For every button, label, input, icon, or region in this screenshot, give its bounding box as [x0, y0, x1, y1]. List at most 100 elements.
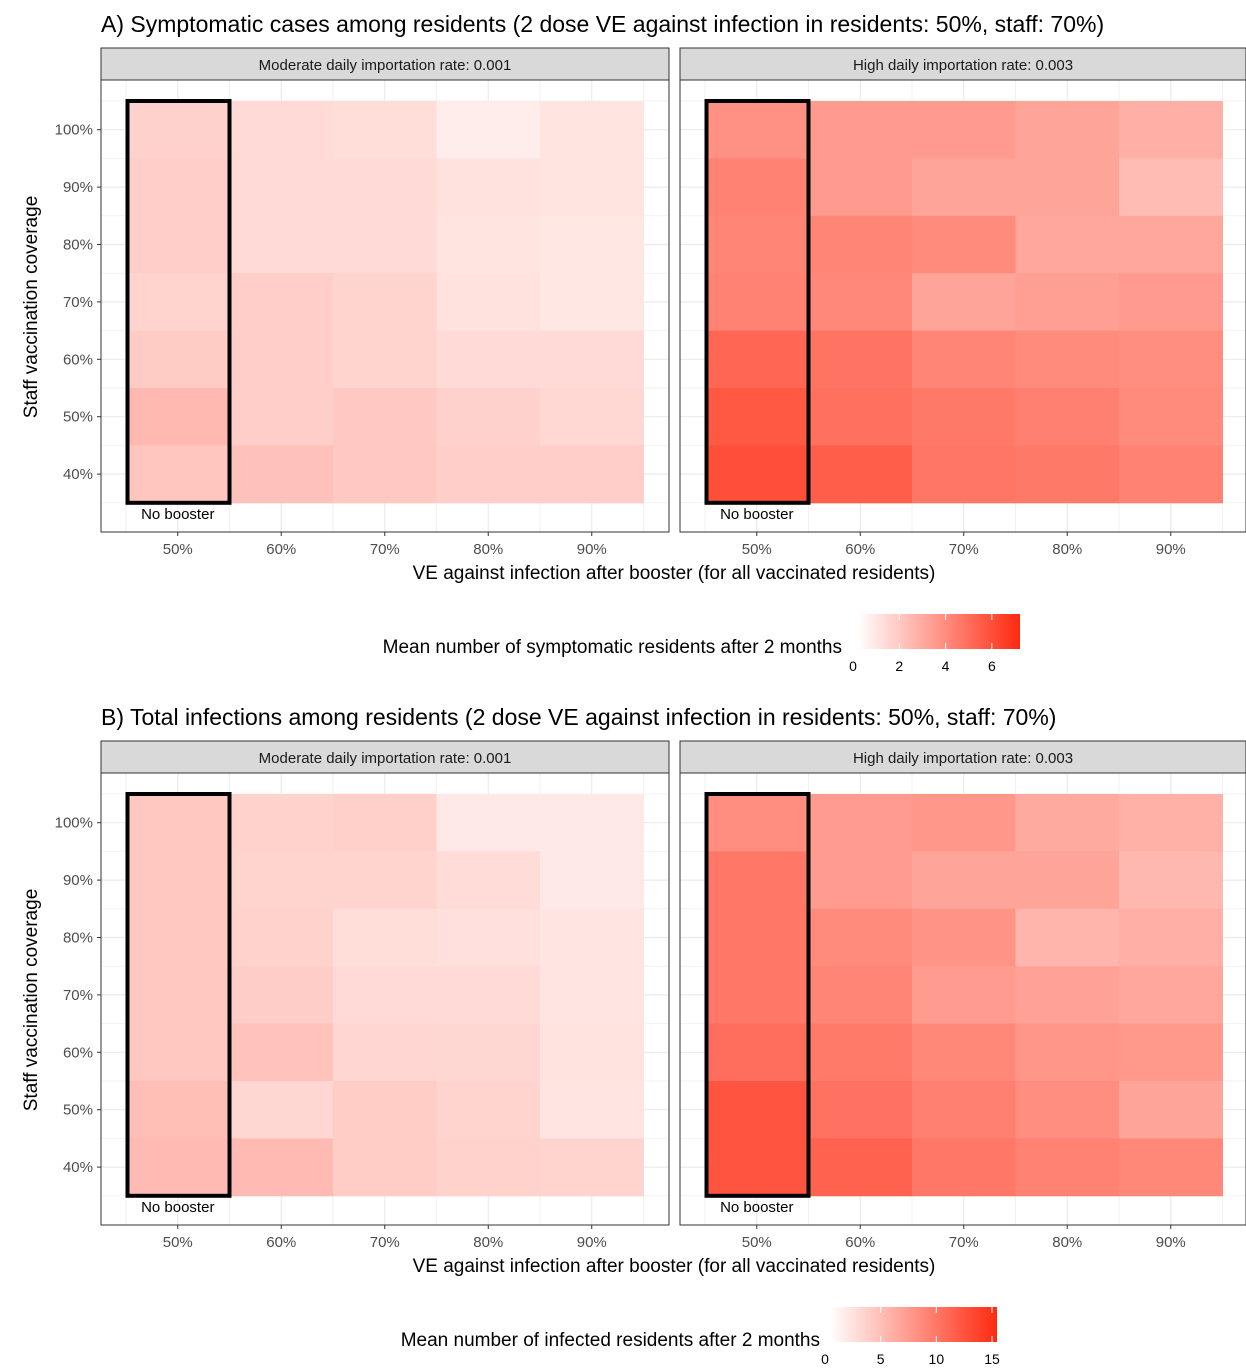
heatmap-tile [333, 851, 437, 910]
heatmap-tile [912, 794, 1016, 852]
heatmap-tile [229, 158, 334, 217]
heatmap-tile [808, 794, 913, 852]
heatmap-tile [1015, 794, 1120, 852]
facet-panel-border [679, 772, 1246, 1226]
heatmap-tile [436, 158, 541, 217]
heatmap-tile [540, 794, 644, 852]
facet-panel-border [679, 79, 1246, 533]
y-tick-label: 100% [55, 815, 93, 832]
x-tick-label: 70% [949, 541, 979, 558]
heatmap-tile [333, 101, 437, 159]
heatmap-tile [808, 851, 913, 910]
y-tick-label: 80% [63, 237, 93, 254]
y-axis-title: Staff vaccination coverage [21, 889, 42, 1112]
heatmap-tile [1015, 445, 1120, 504]
heatmap-tile [333, 158, 437, 217]
panel-title-A: A) Symptomatic cases among residents (2 … [101, 11, 1104, 37]
heatmap-tile [540, 1081, 644, 1139]
heatmap-tile [540, 215, 644, 274]
legend-tick-label: 15 [984, 1351, 1000, 1367]
y-tick-label: 60% [63, 351, 93, 368]
heatmap-tile [1015, 330, 1120, 389]
legend-tick-label: 4 [942, 658, 950, 674]
x-tick-label: 70% [949, 1234, 979, 1251]
heatmap-tile [1119, 851, 1223, 910]
no-booster-label: No booster [141, 1199, 214, 1216]
heatmap-tile [126, 1023, 230, 1082]
no-booster-label: No booster [720, 506, 793, 523]
heatmap-tile [229, 388, 334, 446]
y-tick-label: 70% [63, 294, 93, 311]
x-tick-label: 60% [845, 1234, 875, 1251]
heatmap-tile [436, 101, 541, 159]
heatmap-tile [229, 273, 334, 332]
x-tick-label: 70% [370, 541, 400, 558]
heatmap-tile [436, 388, 541, 446]
heatmap-tile [436, 1138, 541, 1197]
legend-colorbar [830, 1307, 997, 1342]
heatmap-tile [912, 851, 1016, 910]
heatmap-tile [436, 908, 541, 967]
x-tick-label: 90% [577, 541, 607, 558]
facet-strip-label: Moderate daily importation rate: 0.001 [259, 750, 512, 767]
x-tick-label: 80% [473, 1234, 503, 1251]
heatmap-tile [705, 851, 809, 910]
heatmap-tile [1015, 388, 1120, 446]
legend-tick-label: 0 [821, 1351, 829, 1367]
y-tick-label: 90% [63, 872, 93, 889]
heatmap-tile [1119, 101, 1223, 159]
heatmap-tile [705, 1023, 809, 1082]
heatmap-tile [229, 1138, 334, 1197]
y-tick-label: 70% [63, 987, 93, 1004]
x-tick-label: 80% [473, 541, 503, 558]
heatmap-tile [436, 1023, 541, 1082]
heatmap-tile [912, 101, 1016, 159]
heatmap-tile [333, 794, 437, 852]
heatmap-tile [808, 966, 913, 1025]
heatmap-tile [540, 158, 644, 217]
heatmap-tile [126, 101, 230, 159]
legend-title: Mean number of infected residents after … [401, 1330, 820, 1351]
heatmap-tile [808, 158, 913, 217]
heatmap-tile [333, 330, 437, 389]
heatmap-tile [705, 330, 809, 389]
heatmap-tile [333, 1023, 437, 1082]
heatmap-tile [1119, 908, 1223, 967]
facet-strip [679, 47, 1246, 81]
heatmap-tile [808, 215, 913, 274]
heatmap-tile [1015, 158, 1120, 217]
heatmap-tile [912, 1081, 1016, 1139]
heatmap-tile [1119, 966, 1223, 1025]
heatmap-tile [912, 908, 1016, 967]
heatmap-tile [229, 101, 334, 159]
heatmap-tile [705, 101, 809, 159]
heatmap-tile [540, 1023, 644, 1082]
heatmap-tile [540, 966, 644, 1025]
heatmap-tile [1015, 1023, 1120, 1082]
y-tick-label: 40% [63, 1159, 93, 1176]
x-tick-label: 90% [1156, 1234, 1186, 1251]
heatmap-tile [436, 966, 541, 1025]
x-tick-label: 90% [1156, 541, 1186, 558]
heatmap-tile [436, 330, 541, 389]
legend-tick-label: 10 [929, 1351, 945, 1367]
heatmap-tile [126, 330, 230, 389]
heatmap-tile [1119, 1023, 1223, 1082]
heatmap-tile [540, 273, 644, 332]
heatmap-tile [1015, 1138, 1120, 1197]
no-booster-label: No booster [141, 506, 214, 523]
heatmap-tile [229, 851, 334, 910]
heatmap-tile [229, 215, 334, 274]
heatmap-tile [333, 966, 437, 1025]
heatmap-tile [333, 215, 437, 274]
x-tick-label: 60% [266, 541, 296, 558]
legend-colorbar [858, 614, 1020, 649]
heatmap-tile [912, 445, 1016, 504]
heatmap-tile [808, 330, 913, 389]
heatmap-tile [1015, 215, 1120, 274]
heatmap-tile [912, 1023, 1016, 1082]
x-tick-label: 60% [845, 541, 875, 558]
legend-tick-label: 2 [895, 658, 903, 674]
heatmap-tile [1119, 1081, 1223, 1139]
heatmap-tile [912, 215, 1016, 274]
